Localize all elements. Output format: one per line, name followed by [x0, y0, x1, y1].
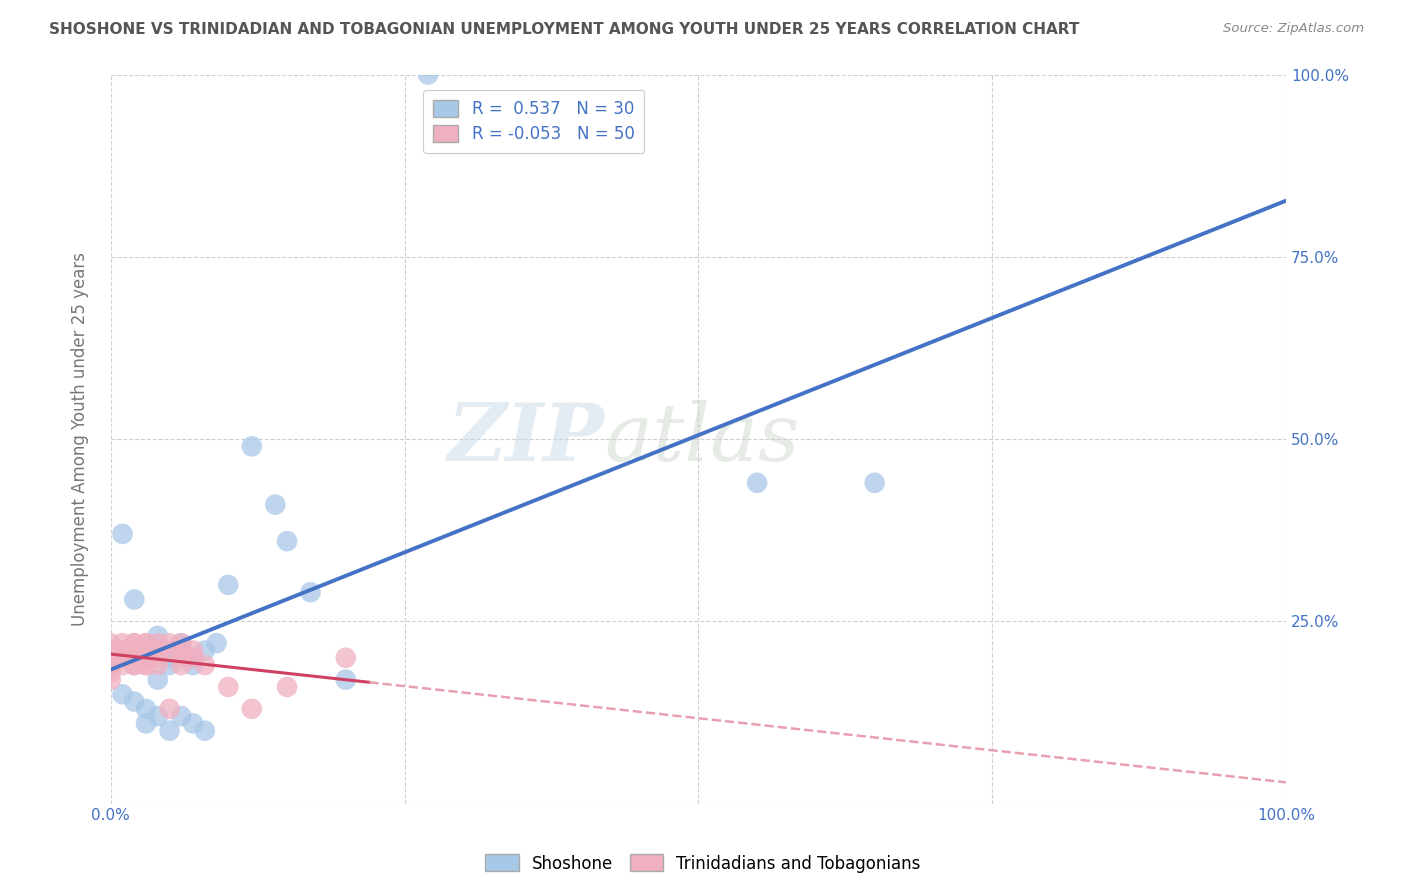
Point [122, 592, 145, 607]
Point [159, 643, 181, 657]
Point [111, 526, 134, 541]
Point [135, 658, 157, 673]
Point [240, 439, 263, 453]
Point [276, 680, 298, 694]
Point [170, 650, 193, 665]
Point [181, 643, 204, 657]
Point [170, 658, 193, 673]
Point [135, 650, 157, 665]
Point [146, 636, 169, 650]
Point [335, 673, 357, 687]
Point [194, 723, 217, 738]
Point [159, 650, 181, 665]
Point [111, 643, 134, 657]
Point [122, 643, 145, 657]
Legend: R =  0.537   N = 30, R = -0.053   N = 50: R = 0.537 N = 30, R = -0.053 N = 50 [423, 90, 644, 153]
Point [100, 650, 122, 665]
Point [146, 643, 169, 657]
Point [170, 636, 193, 650]
Point [217, 680, 239, 694]
Point [181, 650, 204, 665]
Point [135, 643, 157, 657]
Point [111, 687, 134, 701]
Point [111, 636, 134, 650]
Point [170, 643, 193, 657]
Y-axis label: Unemployment Among Youth under 25 years: Unemployment Among Youth under 25 years [72, 252, 89, 626]
Point [135, 702, 157, 716]
Point [135, 643, 157, 657]
Point [205, 636, 228, 650]
Point [122, 636, 145, 650]
Point [135, 658, 157, 673]
Point [135, 636, 157, 650]
Point [146, 673, 169, 687]
Point [335, 650, 357, 665]
Point [745, 475, 768, 490]
Text: Source: ZipAtlas.com: Source: ZipAtlas.com [1223, 22, 1364, 36]
Point [159, 723, 181, 738]
Point [416, 68, 439, 82]
Point [135, 643, 157, 657]
Point [100, 658, 122, 673]
Point [159, 636, 181, 650]
Point [146, 658, 169, 673]
Point [135, 650, 157, 665]
Point [217, 578, 239, 592]
Point [111, 650, 134, 665]
Text: ZIP: ZIP [447, 401, 605, 478]
Point [135, 636, 157, 650]
Point [240, 702, 263, 716]
Point [170, 709, 193, 723]
Point [122, 658, 145, 673]
Point [159, 702, 181, 716]
Point [146, 650, 169, 665]
Point [135, 643, 157, 657]
Point [100, 636, 122, 650]
Point [100, 658, 122, 673]
Point [100, 650, 122, 665]
Point [100, 650, 122, 665]
Point [100, 643, 122, 657]
Point [181, 650, 204, 665]
Point [135, 650, 157, 665]
Point [100, 665, 122, 680]
Point [194, 658, 217, 673]
Point [299, 585, 322, 599]
Point [100, 673, 122, 687]
Point [111, 658, 134, 673]
Point [135, 716, 157, 731]
Point [146, 709, 169, 723]
Point [276, 534, 298, 549]
Legend: Shoshone, Trinidadians and Tobagonians: Shoshone, Trinidadians and Tobagonians [478, 847, 928, 880]
Point [194, 643, 217, 657]
Point [863, 475, 886, 490]
Point [181, 658, 204, 673]
Point [122, 650, 145, 665]
Text: atlas: atlas [605, 401, 800, 478]
Point [170, 636, 193, 650]
Point [122, 694, 145, 708]
Point [111, 643, 134, 657]
Point [122, 650, 145, 665]
Point [264, 498, 287, 512]
Point [122, 658, 145, 673]
Point [159, 658, 181, 673]
Point [122, 636, 145, 650]
Point [181, 716, 204, 731]
Point [122, 643, 145, 657]
Point [146, 629, 169, 643]
Text: SHOSHONE VS TRINIDADIAN AND TOBAGONIAN UNEMPLOYMENT AMONG YOUTH UNDER 25 YEARS C: SHOSHONE VS TRINIDADIAN AND TOBAGONIAN U… [49, 22, 1080, 37]
